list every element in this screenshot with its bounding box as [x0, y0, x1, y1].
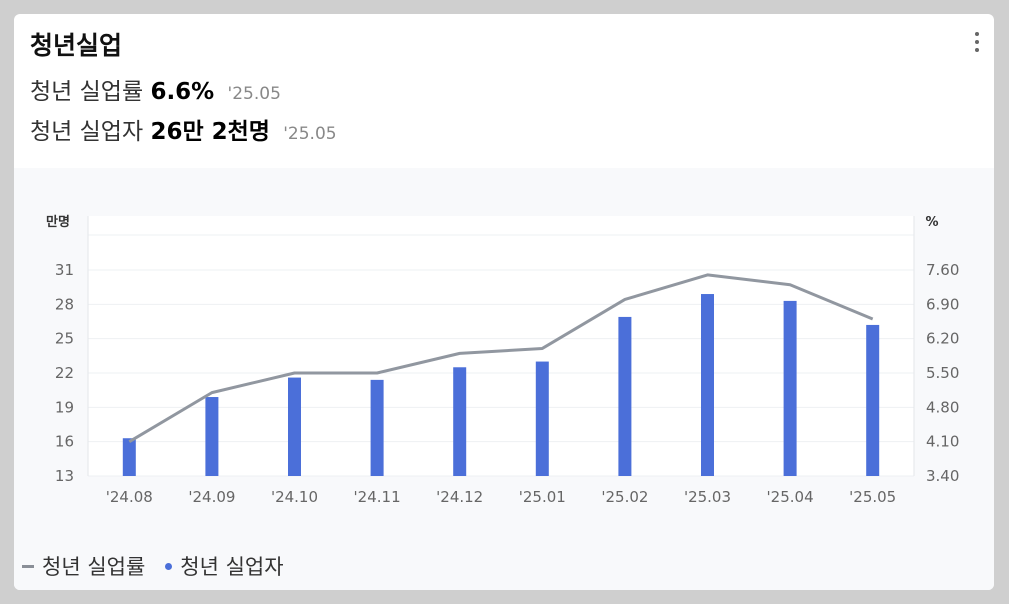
y-left-unit: 만명 [46, 214, 70, 230]
plot-background [88, 216, 914, 476]
bar-youth-unemployed [122, 438, 136, 476]
x-tick-label: '24.09 [188, 488, 235, 506]
stat-count-label: 청년 실업자 [30, 119, 144, 145]
bar-youth-unemployed [866, 324, 880, 476]
card-title: 청년실업 [30, 31, 123, 60]
y-left-tick: 31 [55, 261, 74, 279]
legend-dot-swatch [165, 562, 173, 570]
bar-youth-unemployed [618, 316, 632, 476]
line-layer [128, 273, 874, 443]
grid-layer [87, 216, 915, 477]
y-left-tick: 19 [55, 398, 74, 416]
x-tick-label: '25.05 [849, 488, 896, 506]
x-tick-label: '25.02 [601, 488, 648, 506]
x-tick-label: '24.12 [436, 488, 483, 506]
more-vertical-icon[interactable] [974, 32, 980, 54]
y-right-tick: 5.50 [926, 364, 959, 382]
y-right-tick: 6.20 [926, 330, 959, 348]
stat-rate: 청년 실업률 6.6% '25.05 [30, 72, 281, 106]
youth-unemployment-card: 청년실업 청년 실업률 6.6% '25.05 청년 실업자 26만 2천명 '… [14, 14, 994, 590]
chart-legend: 청년 실업률 청년 실업자 [22, 551, 284, 581]
y-left-tick: 16 [55, 433, 74, 451]
bar-youth-unemployed [288, 377, 301, 476]
bar-youth-unemployed [535, 361, 549, 476]
combo-chart: 만명 % 13 16 19 22 25 28 31 3.40 4.10 4.80 5.50 6.20 6.9… [46, 214, 959, 506]
x-tick-label: '24.08 [106, 488, 153, 506]
stat-count-date: '25.05 [283, 124, 337, 144]
bar-youth-unemployed [783, 300, 797, 476]
bar-layer [122, 294, 880, 476]
y-left-tick: 13 [55, 467, 74, 485]
x-tick-label: '24.11 [354, 488, 401, 506]
bar-youth-unemployed [701, 294, 714, 476]
y-left-tick: 25 [55, 330, 74, 348]
x-tick-label: '25.03 [684, 488, 731, 506]
x-tick-label: '25.01 [519, 488, 566, 506]
legend-count-label: 청년 실업자 [180, 555, 284, 579]
y-left-tick: 28 [55, 295, 74, 313]
line-youth-unemployment-rate [128, 273, 874, 443]
y-right-tick: 6.90 [926, 295, 959, 313]
legend-line-swatch [22, 564, 34, 568]
stat-rate-date: '25.05 [227, 84, 281, 104]
y-right-tick: 4.80 [926, 398, 959, 416]
x-tick-label: '25.04 [767, 488, 814, 506]
y-left-tick: 22 [55, 364, 74, 382]
stat-count-value: 26만 2천명 [150, 119, 270, 145]
axis-text-layer: 만명 % 13 16 19 22 25 28 31 3.40 4.10 4.80 5.50 6.20 6.9… [46, 214, 959, 506]
y-right-unit: % [925, 215, 938, 230]
bar-youth-unemployed [205, 397, 219, 476]
stat-count: 청년 실업자 26만 2천명 '25.05 [30, 112, 337, 146]
chart-area: 만명% 13 16 19 22 25 28 31 3.40 4.10 4.80 5.50 6.20 6.9… [14, 168, 994, 590]
x-tick-label: '24.10 [271, 488, 318, 506]
y-right-tick: 3.40 [926, 467, 959, 485]
stat-rate-label: 청년 실업률 [30, 79, 144, 105]
legend-rate-label: 청년 실업률 [42, 555, 146, 579]
y-right-tick: 4.10 [926, 433, 959, 451]
bar-youth-unemployed [453, 367, 467, 476]
y-right-tick: 7.60 [926, 261, 959, 279]
bar-youth-unemployed [370, 379, 384, 476]
stat-rate-value: 6.6% [150, 79, 215, 105]
